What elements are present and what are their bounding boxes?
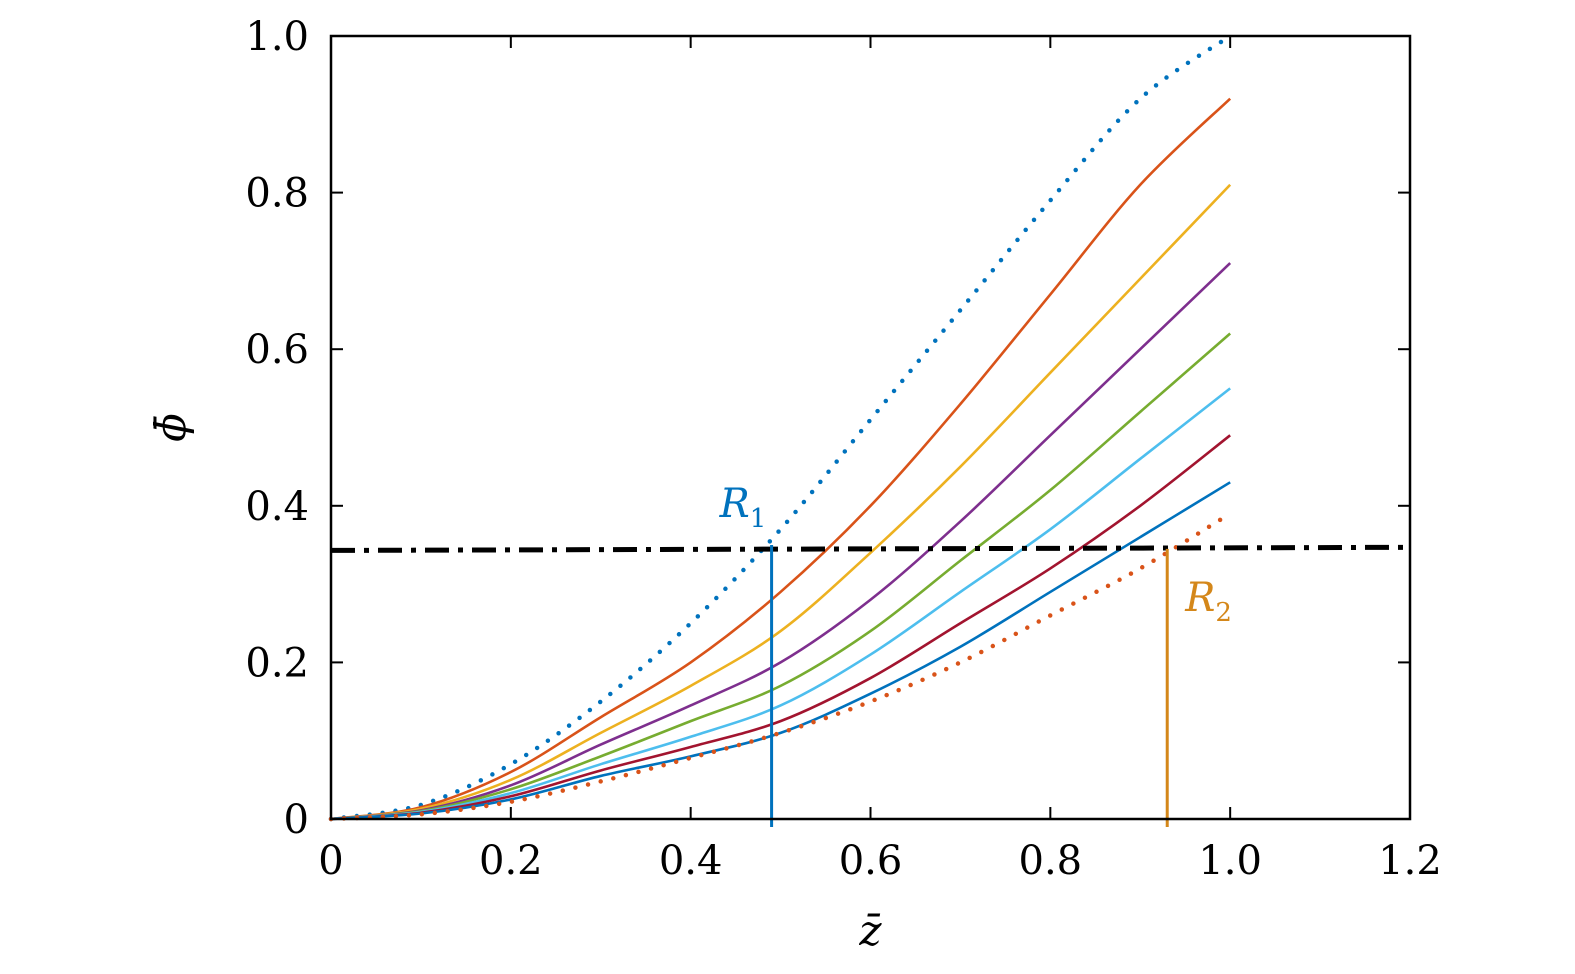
y-tick-label: 0	[284, 797, 309, 843]
x-tick-label: 0	[318, 838, 343, 884]
y-axis-label: ϕ̄	[146, 413, 195, 442]
series-line-4	[330, 262, 1232, 821]
annotation-label-sub: 1	[750, 504, 767, 534]
x-axis-label: z̄	[858, 906, 882, 955]
series-line-8	[330, 481, 1231, 821]
series-line-5	[330, 332, 1232, 821]
y-tick-label: 1.0	[245, 14, 309, 60]
annotation-label-sub: 2	[1215, 598, 1232, 628]
x-tick-label: 0.6	[839, 838, 903, 884]
series-line-1	[328, 33, 1233, 822]
series-line-2	[330, 97, 1232, 821]
series-line-9	[328, 511, 1233, 822]
tick-layer: 0 0.2 0.4 0.6 0.8 1.0 1.2 0 0.2 0.4 0.6 0.8 1.0	[245, 14, 1441, 884]
y-tick-label: 0.8	[245, 171, 309, 217]
annotation-label-main: R	[1184, 575, 1215, 621]
annotation-label-2: R2	[1184, 575, 1232, 628]
series-line-3	[330, 183, 1232, 821]
series-line-6	[330, 387, 1231, 821]
x-tick-label: 1.2	[1378, 838, 1442, 884]
y-tick-label: 0.2	[245, 640, 309, 686]
annotation-label-1: R1	[719, 481, 767, 534]
annotation-label-main: R	[719, 481, 750, 527]
x-tick-label: 0.2	[479, 838, 543, 884]
y-tick-label: 0.4	[245, 484, 309, 530]
series-line-7	[330, 434, 1231, 821]
series-line-10	[330, 544, 1411, 553]
plot-frame	[329, 34, 1412, 821]
y-tick-label: 0.6	[245, 327, 309, 373]
series-layer	[328, 33, 1411, 822]
x-tick-label: 0.8	[1019, 838, 1083, 884]
x-tick-label: 1.0	[1198, 838, 1262, 884]
x-tick-label: 0.4	[659, 838, 723, 884]
